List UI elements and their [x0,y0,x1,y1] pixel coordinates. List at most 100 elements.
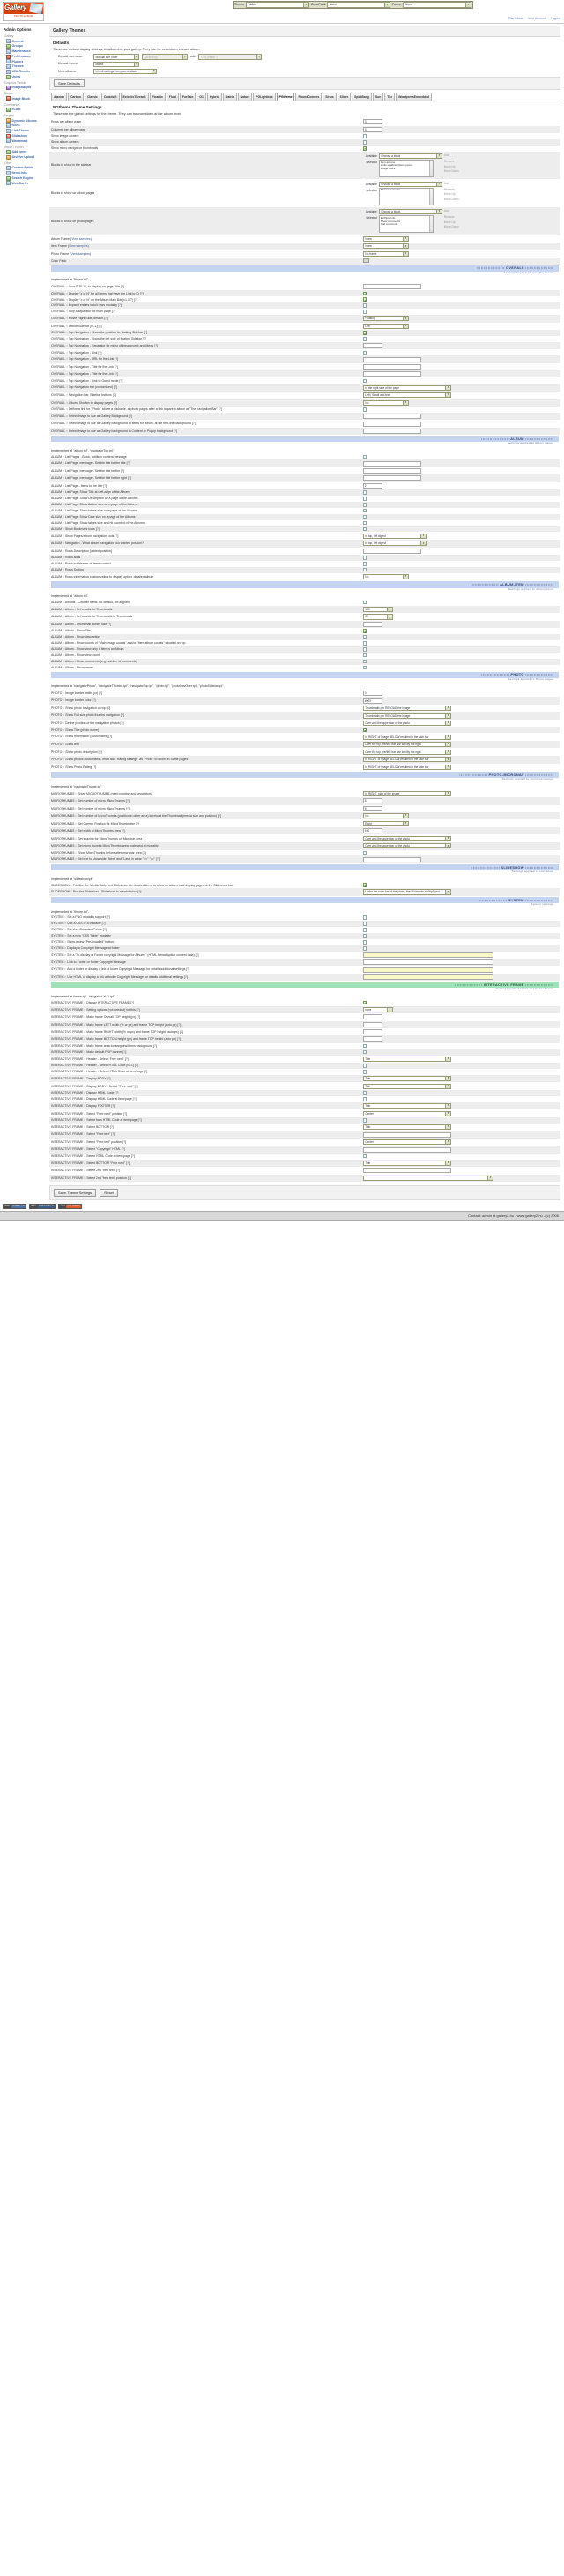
control-photo-show-photo-rating-310-select[interactable]: In RIGHT of Image BELOW resulted in the … [362,764,451,770]
control-interactive-frame-select-2nd-free-text-p-725-select[interactable]: ▼ [362,1175,494,1182]
help-icon[interactable]: ? [110,1125,113,1130]
control-album-show-bookmark-tools-111-checkbox[interactable] [362,526,367,532]
control-overall-top-navigation-title-for-the-lin-13-input[interactable] [362,371,421,377]
help-icon[interactable]: ? [137,1015,140,1019]
control-album-albums-counter-items-for-default-l-200-checkbox[interactable] [362,600,367,605]
sidebar-item-icons[interactable]: Icons [4,123,48,129]
control-photo-image-border-width-px-300-input[interactable]: 0 [362,691,382,697]
control-overall-movie-right-side-default-5-select[interactable]: Floating ▼ [362,316,409,322]
control-album-list-page-items-to-the-title-104-input[interactable]: 2 [362,482,382,489]
control-interactive-frame-select-html-code-at-it-722-checkbox[interactable] [362,1154,367,1159]
control-microthumbs-set-text-to-show-side-next-a-409-input[interactable] [362,856,421,862]
control-overall-select-image-to-use-as-gallery-b-19-input[interactable] [362,414,421,420]
control-photo-show-information-customized-306-select[interactable]: In RIGHT of Image BELOW resulted in the … [362,734,451,740]
control-overall-select-image-to-use-as-gallery-b-20-input[interactable] [362,421,421,427]
control-overall-top-navigation-url-for-the-link-11-input[interactable] [362,356,421,362]
control-show-image-owners-2-checkbox[interactable] [362,134,367,138]
move-up-button-2[interactable]: Move Up [443,220,456,224]
help-icon[interactable]: ? [109,735,112,739]
sidebar-item-archive-upload[interactable]: Archive Upload [4,154,48,160]
tab-roundcorners[interactable]: RoundCorners [295,93,323,101]
control-album-album-set-results-for-thumbnails-201-select[interactable]: 100 ▼ [362,606,393,612]
help-icon[interactable]: ? [178,1022,181,1027]
help-icon[interactable]: ? [108,1077,110,1080]
control-photo-show-text-307-select[interactable]: Over the top line/title bar site box/by … [362,742,451,748]
list-item[interactable]: Links to album/photo peers [380,163,412,168]
control-overall-display-x-of-n-on-the-album-main-2-checkbox[interactable] [362,297,367,302]
control-overall-display-x-of-n-for-all-items-tha-1-checkbox[interactable] [362,291,367,295]
tab-wordpressembedded[interactable]: WordpressEmbedded [396,93,433,101]
available-block-select-0[interactable]: Choose a block ▼ [378,153,442,160]
help-icon[interactable]: ? [123,1139,126,1144]
control-interactive-frame-display-interactive-fr-700-checkbox[interactable] [362,1000,367,1005]
help-icon[interactable]: ? [178,1037,181,1042]
badge-css-level-2[interactable]: W3C CSS LEVEL 2 [28,1203,56,1209]
control-interactive-frame-display-footer-715-select[interactable]: Title ▼ [362,1103,451,1109]
control-photo-show-photo-description-308-select[interactable]: Over the top line/title bar site box/by … [362,749,451,755]
control-show-micro-navigation-thumbnails-4-checkbox[interactable] [362,146,367,151]
control-album-list-page-message-set-the-title-fo-102-input[interactable] [362,468,421,474]
control-album-album-thumbnail-border-size-203-input[interactable] [362,621,382,627]
help-icon[interactable]: ? [93,698,95,703]
available-block-select-2[interactable]: Choose a block ▼ [378,209,442,215]
scrollbar[interactable] [428,188,433,205]
control-interactive-frame-header-select-free-nex-708-select[interactable]: Title ▼ [362,1056,451,1062]
control-microthumbs-set-width-of-microthumbs-are-405-input[interactable]: 100 [362,828,382,834]
help-icon[interactable]: ? [118,303,121,308]
control-slideshow-run-the-slideshow-slideshow-to-501-select[interactable]: Under the main bar of the photo, the Sli… [362,889,451,895]
control-microthumbs-set-micro-thumbs-microthumbs-407-select[interactable]: Over and the upper bar of the photo ▼ [362,843,451,849]
frame-select-item-frame[interactable]: None ▼ [362,243,409,250]
control-microthumbs-show-microthumbs-before-afte-408-checkbox[interactable] [362,850,367,855]
view-samples-link[interactable]: View samples [71,236,91,241]
sidebar-item-themes[interactable]: Themes [4,64,48,70]
reset-button[interactable]: Reset [100,1188,118,1198]
help-icon[interactable]: ? [138,890,141,894]
sidebar-item-ecard[interactable]: eCard [4,107,48,112]
tab-sun[interactable]: Sun [372,93,384,101]
control-album-list-page-show-date-size-on-a-page-109-checkbox[interactable] [362,514,367,519]
help-icon[interactable]: ? [102,922,105,926]
tab-pgtheme[interactable]: PGtheme [276,93,295,101]
control-album-list-page-show-author-size-on-a-pa-107-checkbox[interactable] [362,503,367,507]
help-icon[interactable]: ? [135,1084,137,1088]
help-icon[interactable]: ? [124,1111,127,1116]
remove-block-button-2[interactable]: Remove [443,215,455,220]
selected-blocks-list-1[interactable]: Show comments [378,187,434,205]
sidebar-item-link-theme[interactable]: Link Theme [4,128,48,133]
help-icon[interactable]: ? [121,713,123,718]
control-interactive-frame-make-frame-area-for-ba-706-checkbox[interactable] [362,1043,367,1049]
tab-sirius[interactable]: Sirius [323,93,337,101]
control-album-album-show-title-204-checkbox[interactable] [362,629,367,633]
sidebar-item-add-items[interactable]: Add Items [4,149,48,154]
control-photo-define-position-of-the-navigation--304-select[interactable]: Over and the upper bar of the photo ▼ [362,721,451,727]
control-interactive-frame-make-frame-bottom-heig-705-input[interactable] [362,1036,382,1042]
control-album-navigation-what-album-navigation-y-113-select[interactable]: In top, left digest ▼ [362,541,427,547]
control-overall-top-navigation-show-the-position-7-checkbox[interactable] [362,331,367,335]
control-interactive-frame-make-default-pgp-banne-707-checkbox[interactable] [362,1049,367,1055]
control-album-album-show-view-only-if-item-is-an-207-checkbox[interactable] [362,647,367,652]
control-overall-expand-entries-to-full-rows-moda-3-checkbox[interactable] [362,303,367,308]
help-icon[interactable]: ? [122,468,124,473]
help-icon[interactable]: ? [174,429,177,433]
control-interactive-frame-select-copyright-html-721-input[interactable] [362,1146,451,1153]
help-icon[interactable]: ? [112,310,115,314]
help-icon[interactable]: ? [115,357,118,362]
tab-cupidsft[interactable]: CupidsFt [100,93,120,101]
help-icon[interactable]: ? [107,915,109,920]
help-icon[interactable]: ? [137,1007,139,1012]
tab-fluid[interactable]: Fluid [166,93,179,101]
help-icon[interactable]: ? [127,461,130,466]
frame-select-photo-frame[interactable]: No frame ▼ [362,250,409,257]
control-overall-top-navigation-link-10-checkbox[interactable] [362,350,367,355]
tab-tile[interactable]: Tile [384,93,396,101]
help-icon[interactable]: ? [104,483,107,488]
control-system-set-your-rounded-colors-602-checkbox[interactable] [362,928,367,932]
help-icon[interactable]: ? [120,378,122,383]
help-icon[interactable]: ? [115,372,117,377]
help-icon[interactable]: ? [145,1070,147,1074]
help-icon[interactable]: ? [104,317,107,321]
color-pack-swatch[interactable] [362,258,369,264]
help-icon[interactable]: ? [156,857,159,862]
help-icon[interactable]: ? [196,952,198,957]
control-interactive-frame-select-bars-html-code--717-checkbox[interactable] [362,1118,367,1123]
